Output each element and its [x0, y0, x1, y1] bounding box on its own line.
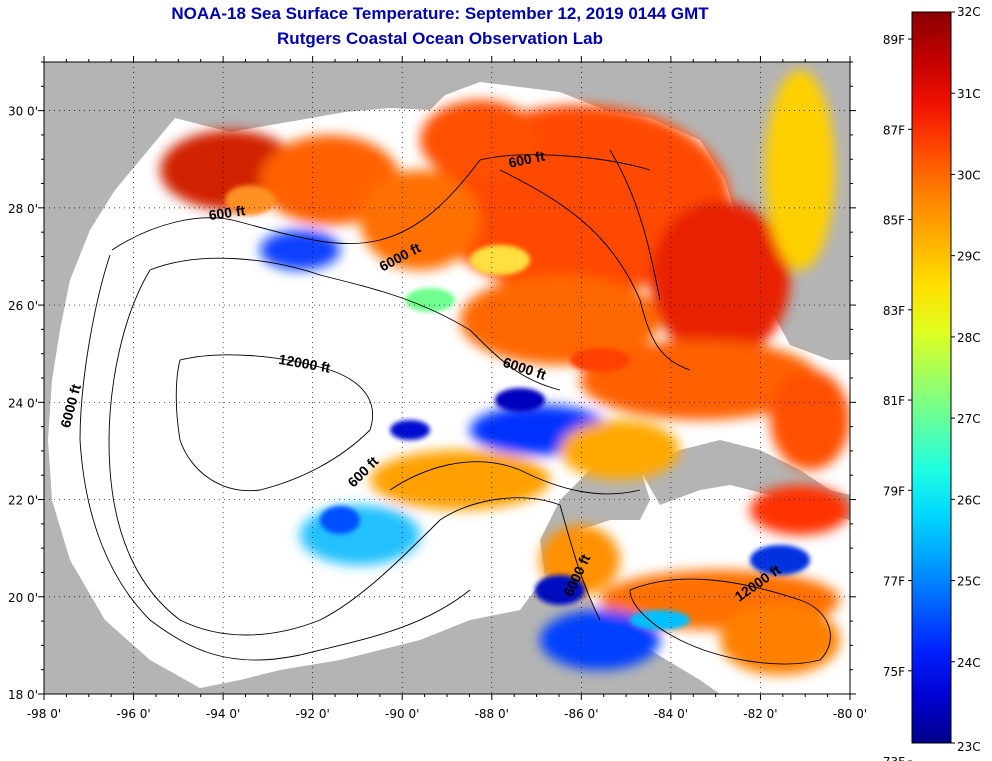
x-tick-label: -80 0'	[833, 707, 867, 721]
x-tick-label: -92 0'	[295, 707, 329, 721]
colorbar-fahrenheit-labels: 89F 87F 85F 83F 81F 79F 77F 75F 73F	[883, 33, 912, 761]
colorbar-f-label: 79F	[883, 484, 905, 498]
y-tick-label: 18 0'	[8, 688, 38, 702]
x-tick-label: -90 0'	[385, 707, 419, 721]
contour-shelf-east	[499, 149, 691, 371]
graticule	[44, 62, 850, 694]
colorbar-c-label: 32C	[957, 5, 981, 19]
map-subtitle: Rutgers Coastal Ocean Observation Lab	[277, 29, 603, 48]
colorbar-c-label: 26C	[957, 493, 981, 507]
colorbar-f-label: 75F	[883, 665, 905, 679]
colorbar-f-label: 87F	[883, 123, 905, 137]
x-tick-label: -84 0'	[654, 707, 688, 721]
x-tick-label: -86 0'	[564, 707, 598, 721]
colorbar-bar	[911, 11, 952, 744]
contour-label: 600 ft	[208, 202, 247, 223]
x-tick-label: -98 0'	[27, 707, 61, 721]
colorbar-c-label: 28C	[957, 331, 981, 345]
longitude-axis: -98 0' -96 0' -94 0' -92 0' -90 0' -88 0' -86 …	[27, 56, 867, 721]
colorbar-f-label: 83F	[883, 304, 905, 318]
colorbar-f-label: 81F	[883, 394, 905, 408]
y-tick-label: 22 0'	[8, 494, 38, 508]
x-tick-label: -82 0'	[743, 707, 777, 721]
sst-data-layer	[160, 70, 850, 675]
y-tick-label: 26 0'	[8, 299, 38, 313]
colorbar-c-label: 27C	[957, 412, 981, 426]
sst-detail-layer	[225, 185, 810, 630]
y-tick-label: 28 0'	[8, 202, 38, 216]
colorbar-c-label: 25C	[957, 575, 981, 589]
colorbar-f-label: 89F	[883, 33, 905, 47]
contour-600ft	[79, 154, 651, 661]
colorbar-f-label: 77F	[883, 575, 905, 589]
y-tick-label: 24 0'	[8, 396, 38, 410]
contour-6000ft	[108, 257, 601, 636]
x-tick-label: -94 0'	[206, 707, 240, 721]
latitude-axis: 18 0' 20 0' 22 0' 24 0' 26 0' 28 0' 30 0'	[8, 61, 856, 702]
colorbar-c-label: 29C	[957, 250, 981, 264]
colorbar-c-label: 30C	[957, 168, 981, 182]
y-tick-label: 20 0'	[8, 591, 38, 605]
colorbar-f-label: 73F	[883, 755, 905, 761]
y-tick-label: 30 0'	[8, 105, 38, 119]
colorbar-c-label: 31C	[957, 87, 981, 101]
x-tick-label: -88 0'	[475, 707, 509, 721]
colorbar-celsius-labels: 32C 31C 30C 29C 28C 27C 26C 25C 24C 23C	[951, 5, 981, 754]
colorbar-c-label: 23C	[957, 740, 981, 754]
contour-label: 600 ft	[507, 148, 546, 171]
map-title: NOAA-18 Sea Surface Temperature: Septemb…	[171, 4, 709, 23]
colorbar: 89F 87F 85F 83F 81F 79F 77F 75F 73F 32C 31C 30C 29C…	[883, 5, 981, 761]
x-tick-label: -96 0'	[116, 707, 150, 721]
colorbar-c-label: 24C	[957, 656, 981, 670]
contour-12000ft	[175, 354, 831, 665]
colorbar-f-label: 85F	[883, 214, 905, 228]
bathymetry-contours	[79, 149, 831, 665]
